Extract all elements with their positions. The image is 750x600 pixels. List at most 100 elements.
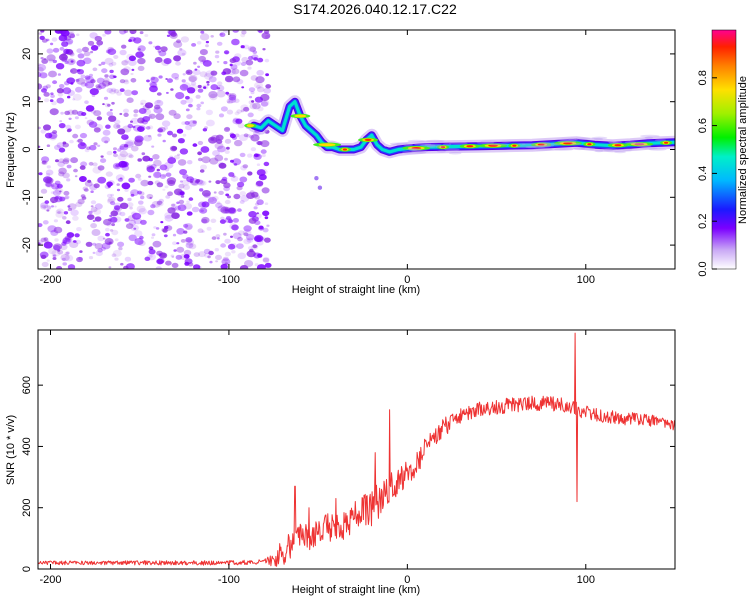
noise-blob <box>248 100 254 105</box>
noise-blob <box>58 147 66 153</box>
track-smear <box>414 142 432 146</box>
x-tick-label: -100 <box>218 574 240 586</box>
noise-blob <box>243 106 250 112</box>
noise-blob <box>95 250 103 257</box>
noise-blob <box>107 185 111 188</box>
noise-blob <box>52 47 60 53</box>
noise-blob <box>123 112 129 117</box>
noise-blob <box>108 62 114 67</box>
noise-blob <box>156 200 163 205</box>
noise-blob <box>261 153 266 158</box>
noise-blob <box>56 88 64 94</box>
noise-blob <box>108 115 117 122</box>
noise-blob <box>53 244 61 251</box>
noise-blob <box>75 239 81 245</box>
noise-blob <box>150 76 159 84</box>
y-tick-label: 20 <box>21 48 33 60</box>
noise-blob <box>126 53 135 60</box>
track-smear <box>630 142 645 145</box>
noise-blob <box>103 96 109 100</box>
noise-blob <box>52 254 57 257</box>
noise-blob <box>109 89 117 95</box>
track-peak <box>466 145 474 148</box>
noise-blob <box>41 88 47 93</box>
noise-blob <box>55 211 64 218</box>
noise-blob <box>203 86 207 89</box>
noise-blob <box>171 212 180 219</box>
noise-blob <box>236 79 244 85</box>
noise-blob <box>150 76 156 81</box>
noise-blob <box>194 68 198 71</box>
noise-blob <box>137 190 142 195</box>
y-tick-label: 400 <box>21 437 33 455</box>
noise-blob <box>154 45 161 51</box>
track-smear <box>426 145 436 148</box>
track-smear <box>408 148 418 151</box>
noise-blob <box>130 193 135 197</box>
noise-blob <box>65 124 72 130</box>
noise-blob <box>210 70 218 76</box>
noise-blob <box>74 175 78 178</box>
noise-blob <box>88 256 94 260</box>
noise-blob <box>90 206 98 213</box>
noise-blob <box>80 194 86 198</box>
noise-blob <box>181 52 186 56</box>
noise-blob <box>173 113 181 120</box>
noise-blob <box>223 50 230 55</box>
noise-blob <box>151 200 161 208</box>
noise-blob <box>97 144 101 147</box>
noise-blob <box>55 159 59 163</box>
noise-blob <box>111 101 115 105</box>
noise-blob <box>52 257 57 260</box>
noise-blob <box>140 179 149 187</box>
noise-blob <box>41 261 49 268</box>
track-smear <box>402 151 412 154</box>
noise-blob <box>114 257 119 261</box>
noise-blob <box>54 238 59 242</box>
noise-blob <box>134 139 143 147</box>
noise-blob <box>119 112 123 116</box>
noise-blob <box>266 224 270 227</box>
noise-blob <box>204 73 213 80</box>
noise-blob <box>90 205 94 208</box>
noise-blob <box>199 49 208 56</box>
noise-blob <box>96 116 103 121</box>
noise-blob <box>77 198 85 205</box>
noise-blob <box>69 30 75 35</box>
noise-blob <box>64 81 70 86</box>
noise-blob <box>126 152 133 158</box>
snr-y-ticks: 0 200 400 600 <box>21 376 675 572</box>
noise-blob <box>164 214 174 222</box>
noise-blob <box>80 81 87 87</box>
noise-blob <box>147 253 156 261</box>
noise-blob <box>151 145 155 148</box>
noise-blob <box>116 91 122 96</box>
noise-blob <box>76 33 80 37</box>
noise-blob <box>77 138 83 143</box>
noise-blob <box>107 103 111 107</box>
noise-blob <box>110 193 114 197</box>
noise-blob <box>260 99 270 107</box>
noise-blob <box>188 120 197 127</box>
noise-blob <box>84 180 93 187</box>
noise-blob <box>46 209 50 212</box>
noise-blob <box>137 178 142 181</box>
noise-blob <box>190 81 197 86</box>
noise-blob <box>46 144 51 147</box>
noise-blob <box>119 150 128 158</box>
track-smear <box>435 145 446 148</box>
noise-blob <box>137 48 141 51</box>
noise-blob <box>57 161 65 168</box>
noise-blob <box>224 251 231 257</box>
noise-blob <box>66 129 71 133</box>
noise-blob <box>208 76 217 83</box>
noise-blob <box>148 134 152 138</box>
noise-region <box>38 30 272 269</box>
noise-blob <box>41 160 47 165</box>
noise-blob <box>265 84 272 89</box>
noise-blob <box>176 201 180 205</box>
colorbar: 0.0 0.2 0.4 0.6 0.8 Normalized spectral ampl… <box>697 29 749 277</box>
noise-blob <box>256 212 260 215</box>
noise-blob <box>262 48 266 51</box>
noise-blob <box>110 210 119 217</box>
